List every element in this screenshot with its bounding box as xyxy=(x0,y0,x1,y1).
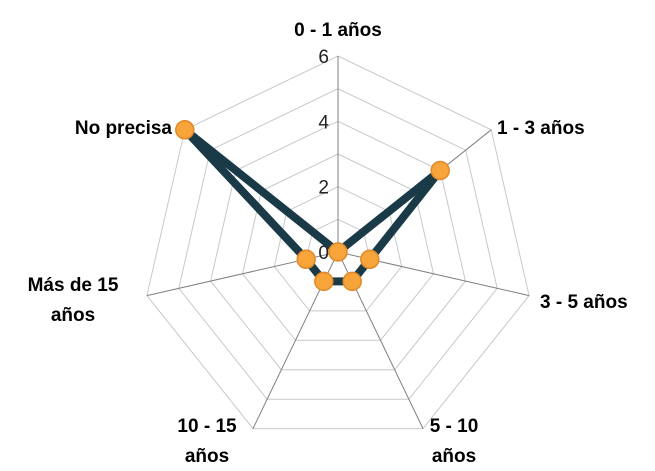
data-point xyxy=(360,249,380,270)
grid-ring xyxy=(273,186,403,312)
grid-ring xyxy=(210,120,466,371)
tick-label: 4 xyxy=(318,112,329,133)
data-point xyxy=(296,249,316,270)
data-point xyxy=(314,271,334,292)
grid-ring xyxy=(178,88,498,400)
data-point xyxy=(328,242,348,262)
category-label: 0 - 1 años xyxy=(294,20,382,41)
category-label: 5 - 10 años xyxy=(430,416,479,467)
category-label: 3 - 5 años xyxy=(540,292,628,313)
radial-tick-labels: 0 2 4 6 xyxy=(318,47,329,264)
category-label: 10 - 15 años xyxy=(177,416,237,467)
grid-ring xyxy=(146,55,530,430)
category-labels: 0 - 1 años 1 - 3 años 3 - 5 años 5 - 10 años… xyxy=(28,20,628,467)
category-label: No precisa xyxy=(75,118,173,139)
data-point xyxy=(175,120,195,140)
category-label: Más de 15 años xyxy=(28,275,119,326)
tick-label: 0 xyxy=(318,243,329,264)
series-line xyxy=(180,125,445,286)
series-group xyxy=(175,120,450,292)
tick-label: 6 xyxy=(318,47,329,68)
data-point xyxy=(430,160,450,181)
category-label: 1 - 3 años xyxy=(497,118,585,139)
tick-label: 2 xyxy=(318,178,329,199)
data-point xyxy=(342,271,362,292)
